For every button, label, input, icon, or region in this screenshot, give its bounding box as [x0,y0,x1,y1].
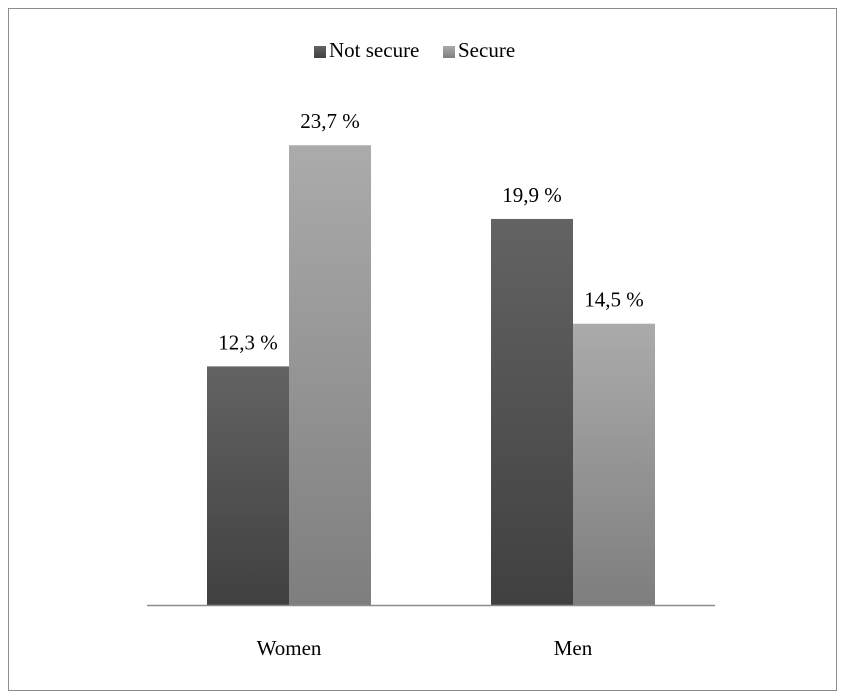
bars [207,145,655,605]
legend: Not secure Secure [314,38,515,62]
legend-swatch [314,46,326,58]
category-labels: Women Men [257,636,593,660]
bar-women-not-secure [207,366,289,605]
data-label: 19,9 % [502,183,562,207]
legend-label: Secure [458,38,515,62]
legend-swatch [443,46,455,58]
category-label: Men [554,636,593,660]
category-label: Women [257,636,322,660]
bar-men-not-secure [491,218,573,605]
bar-women-secure [289,145,371,605]
bar-men-secure [573,323,655,605]
chart-frame [8,8,837,691]
legend-label: Not secure [329,38,419,62]
data-label: 12,3 % [218,330,278,354]
data-label: 14,5 % [584,288,644,312]
data-label: 23,7 % [300,109,360,133]
value-labels: 12,3 % 23,7 % 19,9 % 14,5 % [218,109,644,354]
